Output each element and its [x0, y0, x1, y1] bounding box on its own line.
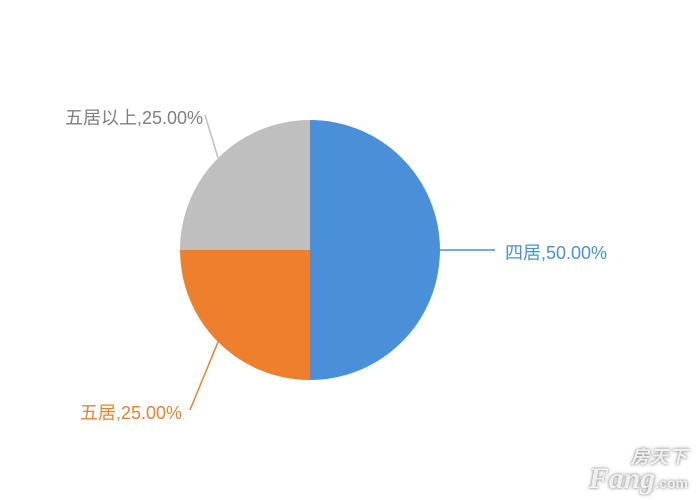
watermark-line2: Fang.com	[589, 465, 688, 492]
slice-label-五居以上: 五居以上,25.00%	[65, 104, 203, 130]
slice-label-四居: 四居,50.00%	[505, 239, 607, 265]
pie-chart: 四居,50.00% 五居,25.00% 五居以上,25.00%	[0, 0, 700, 500]
pie-slice-五居	[180, 250, 310, 380]
slice-label-五居: 五居,25.00%	[80, 399, 182, 425]
pie-slice-四居	[310, 120, 440, 380]
watermark: 房天下 Fang.com	[589, 449, 688, 492]
pie-slice-五居以上	[180, 120, 310, 250]
